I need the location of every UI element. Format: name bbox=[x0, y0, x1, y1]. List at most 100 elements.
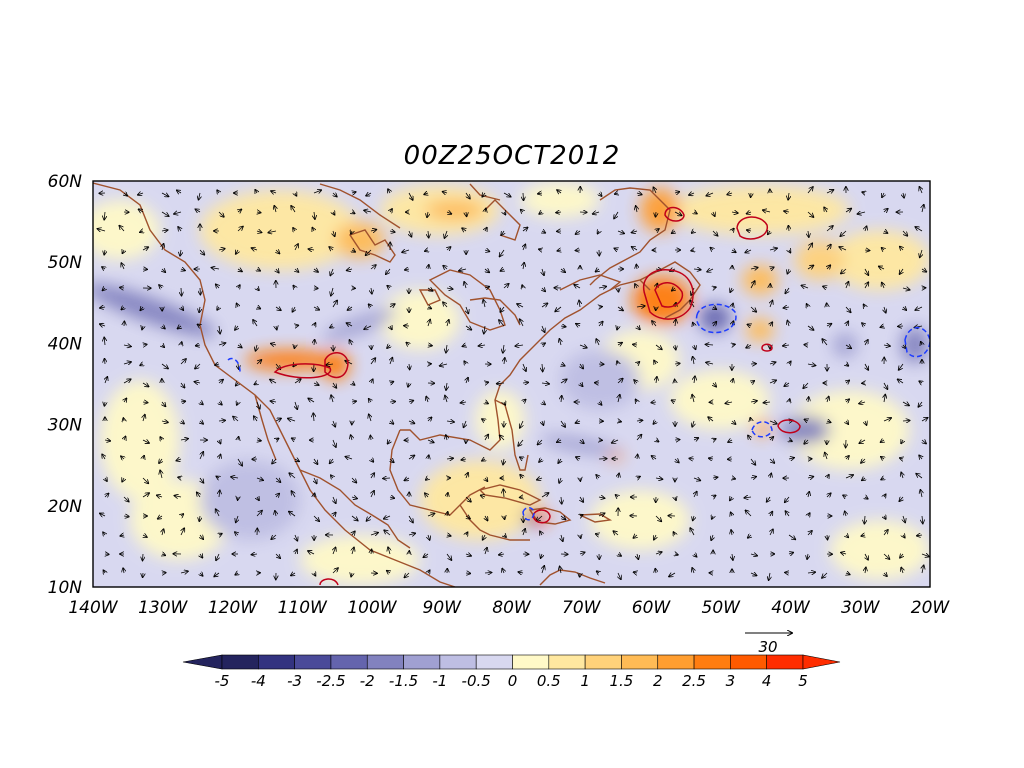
wind-arrow bbox=[180, 571, 188, 573]
wind-arrow bbox=[461, 459, 467, 460]
x-axis-labels: 140W 130W 120W 110W 100W 90W 80W 70W 60W 50W 40W 30… bbox=[68, 598, 950, 618]
colorbar-label: -2.5 bbox=[316, 672, 345, 690]
wind-arrow bbox=[292, 438, 295, 440]
wind-arrow bbox=[425, 493, 428, 497]
wind-arrow bbox=[521, 210, 523, 212]
wind-arrow bbox=[370, 533, 378, 535]
wind-arrow bbox=[634, 572, 638, 573]
wind-arrow bbox=[807, 325, 814, 330]
wind-arrow bbox=[845, 345, 851, 348]
wind-arrow bbox=[370, 265, 376, 269]
positive-contour bbox=[777, 419, 801, 434]
wind-arrow bbox=[276, 494, 279, 498]
wind-arrow bbox=[560, 420, 565, 427]
coastlines bbox=[93, 182, 701, 587]
wind-arrow bbox=[160, 437, 162, 440]
wind-arrow bbox=[466, 211, 467, 216]
wind-arrow bbox=[180, 249, 181, 256]
wind-arrow bbox=[408, 383, 409, 387]
wind-arrow bbox=[200, 402, 203, 404]
wind-arrow bbox=[123, 345, 131, 347]
wind-arrow bbox=[903, 307, 906, 310]
wind-arrow bbox=[440, 364, 448, 366]
wind-arrow bbox=[289, 473, 296, 479]
wind-arrow bbox=[465, 326, 471, 330]
colorbar-swatch bbox=[439, 654, 477, 670]
wind-arrow bbox=[157, 495, 163, 497]
wind-arrow bbox=[539, 212, 542, 214]
wind-arrow bbox=[580, 535, 581, 538]
wind-arrow bbox=[138, 193, 144, 195]
wind-arrow bbox=[881, 478, 884, 480]
wind-arrow bbox=[314, 477, 317, 483]
wind-arrow bbox=[293, 286, 295, 289]
wind-arrow bbox=[884, 306, 886, 313]
wind-arrow bbox=[557, 440, 561, 442]
wind-arrow bbox=[636, 435, 642, 441]
wind-arrow bbox=[123, 516, 129, 517]
wind-arrow bbox=[515, 345, 524, 346]
wind-arrow bbox=[517, 304, 524, 307]
wind-arrow bbox=[447, 212, 451, 214]
wind-arrow bbox=[915, 307, 923, 310]
wind-arrow bbox=[503, 458, 504, 465]
wind-arrow bbox=[901, 568, 903, 574]
wind-arrow bbox=[655, 569, 656, 574]
wind-arrow bbox=[769, 572, 770, 580]
wind-arrow bbox=[556, 212, 562, 213]
wind-arrow bbox=[387, 345, 390, 348]
wind-arrow bbox=[181, 287, 182, 296]
wind-arrow bbox=[257, 212, 261, 213]
wind-arrow bbox=[750, 573, 757, 576]
wind-arrow bbox=[256, 478, 263, 480]
wind-arrow bbox=[560, 326, 566, 327]
wind-arrow bbox=[731, 212, 738, 213]
wind-arrow bbox=[447, 535, 451, 536]
wind-arrow bbox=[409, 363, 410, 370]
wind-arrow bbox=[919, 187, 922, 194]
wind-arrow bbox=[406, 343, 409, 346]
y-tick-label: 40N bbox=[48, 334, 83, 354]
wind-arrow bbox=[808, 492, 809, 498]
wind-arrow bbox=[236, 515, 238, 522]
colorbar-max-extension bbox=[802, 654, 841, 670]
wind-arrow bbox=[713, 383, 716, 387]
wind-arrow bbox=[713, 495, 716, 497]
wind-arrow bbox=[557, 190, 561, 193]
wind-arrow bbox=[919, 455, 922, 459]
colorbar-label: -0.5 bbox=[462, 672, 491, 690]
wind-arrow bbox=[576, 231, 581, 234]
wind-arrow bbox=[857, 212, 866, 214]
wind-arrow bbox=[732, 379, 733, 383]
x-tick-label: 110W bbox=[278, 598, 328, 618]
colorbar-min-extension bbox=[182, 654, 223, 670]
wind-arrow bbox=[747, 324, 751, 326]
wind-arrow bbox=[219, 455, 221, 460]
wind-arrow bbox=[409, 230, 412, 237]
wind-arrow bbox=[732, 344, 735, 345]
colorbar-label: 2.5 bbox=[682, 672, 706, 690]
wind-arrow bbox=[447, 493, 448, 497]
wind-arrow bbox=[672, 400, 676, 402]
positive-contour bbox=[736, 216, 768, 240]
wind-arrow bbox=[504, 402, 505, 405]
wind-arrow bbox=[427, 288, 433, 291]
wind-arrow bbox=[708, 417, 714, 421]
wind-arrow bbox=[801, 285, 809, 288]
wind-arrow bbox=[615, 193, 618, 194]
colorbar-label: 1 bbox=[580, 672, 590, 690]
wind-arrow bbox=[120, 288, 124, 289]
wind-arrow bbox=[614, 248, 618, 250]
wind-arrow bbox=[180, 401, 185, 402]
wind-arrow bbox=[104, 337, 105, 346]
wind-arrow bbox=[827, 421, 831, 422]
wind-arrow bbox=[497, 383, 505, 384]
wind-arrow bbox=[692, 231, 694, 233]
wind-arrow bbox=[504, 535, 506, 537]
wind-arrow bbox=[789, 361, 791, 364]
colorbar-swatch bbox=[766, 654, 804, 670]
wind-arrow bbox=[694, 212, 697, 214]
wind-arrow bbox=[557, 250, 561, 251]
wind-arrow bbox=[865, 497, 868, 499]
wind-arrow bbox=[862, 323, 865, 326]
